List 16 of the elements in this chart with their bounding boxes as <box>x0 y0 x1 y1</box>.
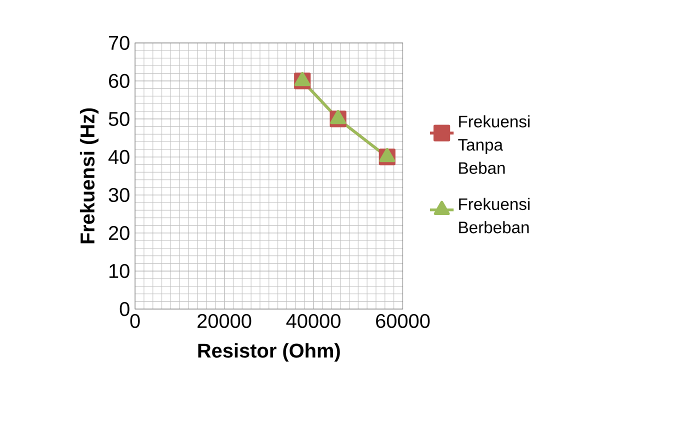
x-tick-label: 20000 <box>198 314 252 328</box>
x-tick-label: 0 <box>130 314 140 328</box>
y-tick-label: 60 <box>109 74 130 88</box>
y-tick-label: 70 <box>109 36 130 50</box>
y-tick-label: 40 <box>108 150 130 164</box>
x-axis-title: Resistor (Ohm) <box>198 343 340 362</box>
legend-label: Frekuensi Berbeban <box>459 198 530 234</box>
x-tick-label: 60000 <box>376 314 430 328</box>
y-tick-label: 20 <box>108 226 130 240</box>
y-tick-label: 10 <box>110 264 130 278</box>
y-tick-label: 0 <box>120 302 130 316</box>
y-tick-label: 30 <box>108 188 130 202</box>
legend-label: Frekuensi Tanpa Beban <box>458 115 530 174</box>
x-tick-label: 40000 <box>286 314 340 328</box>
y-axis-title: Frekuensi (Hz) <box>80 108 99 244</box>
y-tick-label: 50 <box>108 112 130 126</box>
